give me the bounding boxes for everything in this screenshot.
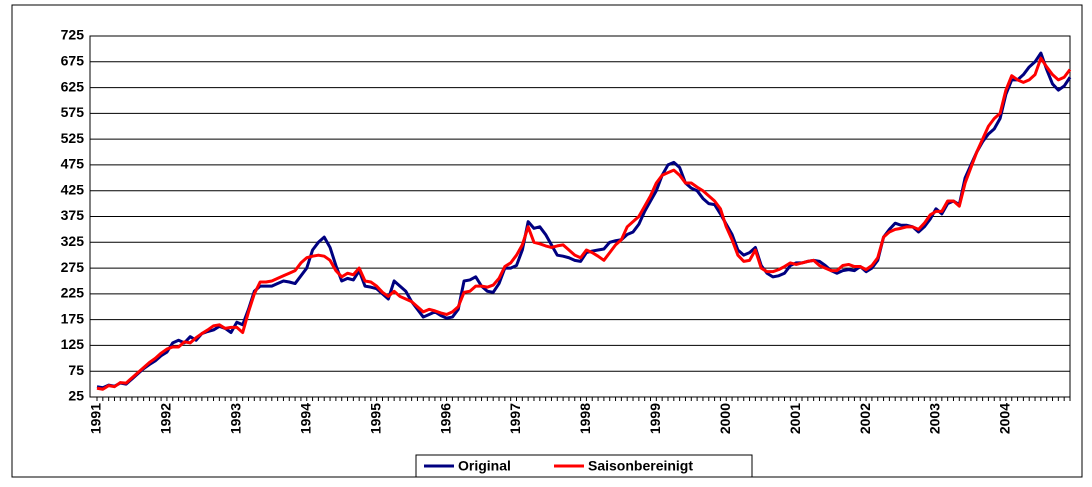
y-tick-label: 125	[61, 336, 85, 352]
x-tick-label: 1993	[228, 403, 244, 434]
y-tick-label: 225	[61, 285, 85, 301]
y-tick-label: 625	[61, 78, 85, 94]
y-tick-label: 675	[61, 52, 85, 68]
x-tick-label: 1999	[647, 403, 663, 434]
x-tick-label: 1996	[437, 403, 453, 434]
legend-label: Original	[458, 458, 511, 474]
y-tick-label: 175	[61, 310, 85, 326]
y-tick-label: 275	[61, 259, 85, 275]
y-tick-label: 475	[61, 156, 85, 172]
y-tick-label: 525	[61, 130, 85, 146]
x-tick-label: 2001	[787, 403, 803, 434]
line-series	[96, 56, 1072, 391]
y-tick-label: 25	[68, 388, 84, 404]
x-tick-label: 2003	[927, 403, 943, 434]
x-tick-label: 2004	[997, 403, 1013, 434]
x-tick-label: 1994	[297, 403, 313, 434]
x-tick-label: 1992	[158, 403, 174, 434]
x-tick-label: 1991	[88, 403, 104, 434]
x-tick-label: 2000	[717, 403, 733, 434]
y-tick-label: 425	[61, 181, 85, 197]
legend: Original Saisonbereinigt	[415, 454, 753, 478]
x-tick-label: 1997	[507, 403, 523, 434]
y-tick-label: 325	[61, 233, 85, 249]
legend-label: Saisonbereinigt	[588, 458, 693, 474]
y-tick-label: 75	[68, 362, 84, 378]
x-tick-label: 1995	[367, 403, 383, 434]
x-tick-label: 1998	[577, 403, 593, 434]
y-tick-label: 575	[61, 104, 85, 120]
x-tick-label: 2002	[857, 403, 873, 434]
y-tick-label: 375	[61, 207, 85, 223]
y-tick-label: 725	[61, 27, 85, 43]
